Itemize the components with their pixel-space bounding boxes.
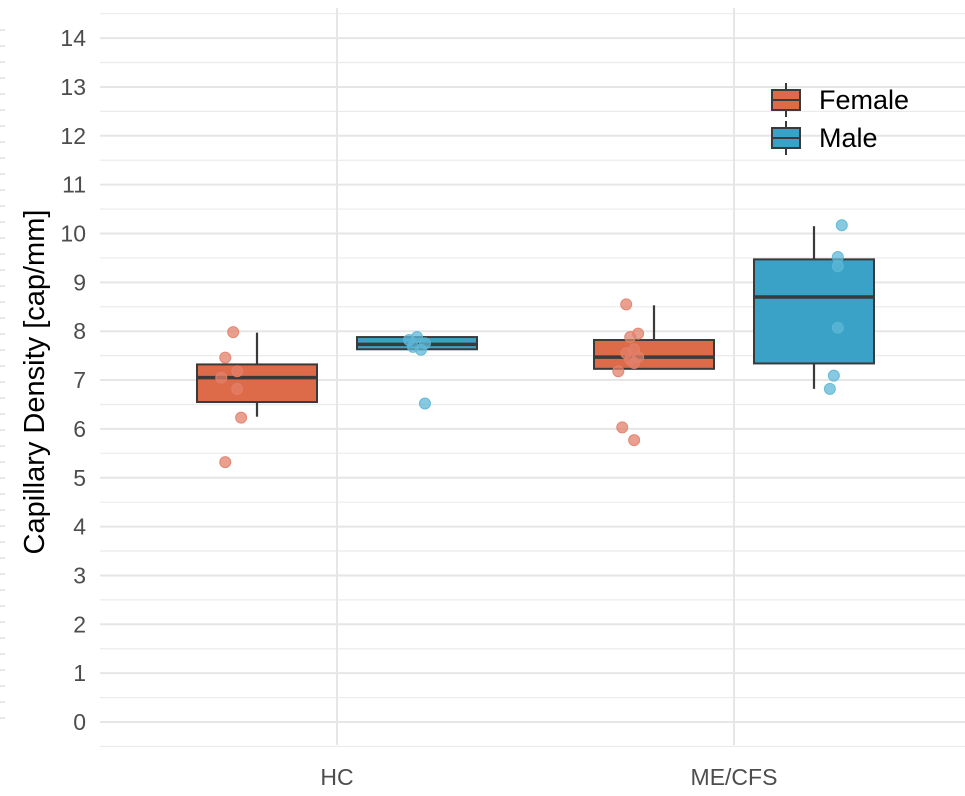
point-female <box>235 411 248 424</box>
legend-label: Male <box>819 123 878 153</box>
y-tick-label: 14 <box>60 25 86 51</box>
point-male <box>823 382 836 395</box>
y-tick-label: 6 <box>73 416 86 442</box>
boxes <box>196 226 875 417</box>
y-tick-label: 3 <box>73 562 86 588</box>
point-female <box>227 326 240 339</box>
point-male <box>414 343 427 356</box>
y-tick-label: 2 <box>73 611 86 637</box>
y-axis-title: Capillary Density [cap/mm] <box>19 210 51 555</box>
point-male <box>831 260 844 273</box>
box-male <box>753 258 875 365</box>
point-female <box>628 434 641 447</box>
point-female <box>628 356 641 369</box>
y-tick-label: 1 <box>73 660 86 686</box>
y-tick-label: 0 <box>73 709 86 735</box>
x-tick-label: HC <box>320 764 353 790</box>
y-tick-label: 9 <box>73 269 86 295</box>
grid-lines <box>100 8 965 748</box>
legend-label: Female <box>819 85 909 115</box>
point-female <box>231 382 244 395</box>
point-female <box>612 365 625 378</box>
point-female <box>219 456 232 469</box>
y-tick-label: 5 <box>73 465 86 491</box>
point-male <box>831 321 844 334</box>
point-female <box>215 371 228 384</box>
point-female <box>620 298 633 311</box>
legend-key-female <box>771 83 801 117</box>
legend: Female Male <box>771 83 909 155</box>
y-tick-label: 7 <box>73 367 86 393</box>
point-male <box>827 369 840 382</box>
y-tick-label: 12 <box>60 123 86 149</box>
point-male <box>418 397 431 410</box>
point-male <box>835 219 848 232</box>
point-female <box>219 351 232 364</box>
axis-rug-marks <box>0 29 5 719</box>
box-female <box>593 338 715 370</box>
x-tick-labels: HC ME/CFS <box>320 764 777 790</box>
point-female <box>231 365 244 378</box>
y-tick-label: 4 <box>73 514 86 540</box>
y-tick-label: 10 <box>60 221 86 247</box>
legend-key-male <box>771 121 801 155</box>
y-tick-label: 13 <box>60 74 86 100</box>
x-tick-label: ME/CFS <box>691 764 778 790</box>
point-female <box>624 331 637 344</box>
y-tick-label: 8 <box>73 318 86 344</box>
box-female <box>196 363 318 404</box>
data-points <box>215 219 848 469</box>
point-female <box>616 421 629 434</box>
y-tick-label: 11 <box>62 172 86 198</box>
